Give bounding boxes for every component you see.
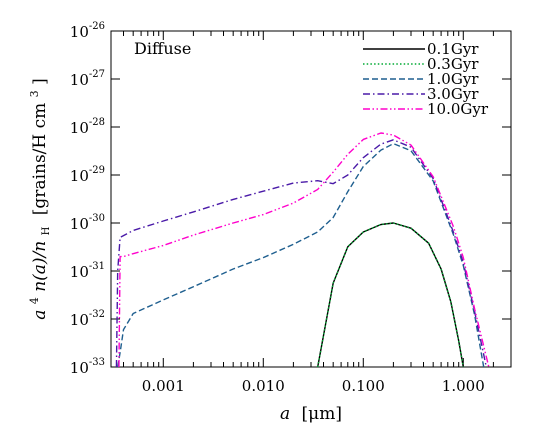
y-axis-title-unit: [grains/H cm [30, 103, 50, 215]
y-axis-title-unit-close: ] [30, 78, 50, 85]
plot-annotation: Diffuse [134, 39, 191, 58]
y-tick-label: 10-27 [70, 69, 105, 89]
y-tick-label: 10-28 [70, 117, 105, 137]
y-axis-title-power: 4 [28, 297, 41, 304]
x-axis-tick-labels: 0.001 0.010 0.100 1.000 [142, 377, 485, 395]
x-tick-label: 0.100 [342, 377, 385, 395]
x-tick-label: 1.000 [442, 377, 485, 395]
y-axis-tick-labels: 10-33 10-32 10-31 10-30 10-29 10-28 10-27 10-26 [70, 21, 105, 377]
x-axis-title-var: a [280, 404, 290, 424]
series-line-0-3gyr [317, 222, 464, 367]
y-tick-label: 10-26 [70, 21, 105, 41]
series-line-10-0gyr [118, 132, 490, 367]
y-axis-title-lhs: a [30, 310, 50, 320]
series-line-0-1gyr [317, 222, 464, 367]
legend-label: 10.0Gyr [427, 100, 489, 118]
y-tick-label: 10-33 [70, 357, 105, 377]
series-lines [115, 132, 490, 367]
y-axis-ticks [111, 30, 511, 368]
x-tick-label: 0.001 [142, 377, 185, 395]
y-tick-label: 10-32 [70, 309, 105, 329]
y-axis-title: a 4 n(a)/n H [grains/H cm 3 ] [23, 78, 54, 319]
legend-label: 0.3Gyr [427, 55, 479, 73]
y-tick-label: 10-29 [70, 165, 105, 185]
y-tick-label: 10-31 [70, 261, 105, 281]
y-axis-title-sub: H [41, 226, 52, 235]
series-line-1-0gyr [116, 142, 485, 367]
legend-label: 0.1Gyr [427, 40, 479, 58]
y-axis-title-mid: n(a)/n [30, 241, 50, 292]
x-axis-title-unit: [μm] [302, 404, 342, 424]
legend-label: 1.0Gyr [427, 70, 479, 88]
x-axis-ticks [110, 31, 512, 367]
y-axis-title-unit-power: 3 [28, 90, 41, 97]
x-axis-title: a [μm] [280, 404, 342, 424]
y-tick-label: 10-30 [70, 213, 105, 233]
legend-label: 3.0Gyr [427, 85, 479, 103]
series-line-3-0gyr [115, 139, 488, 367]
x-tick-label: 0.010 [242, 377, 285, 395]
